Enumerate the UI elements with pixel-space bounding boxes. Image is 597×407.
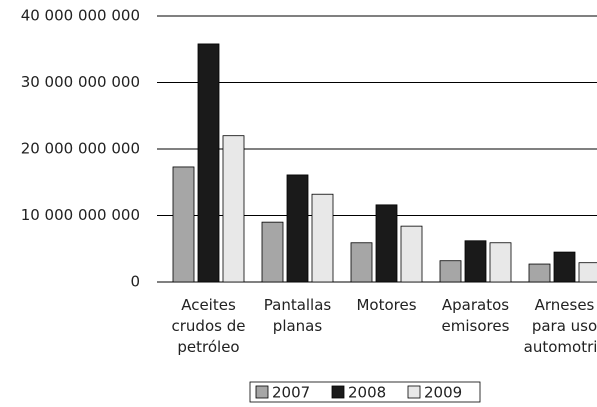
x-tick-label: Pantallas planas — [264, 296, 332, 335]
bar — [553, 251, 576, 283]
x-tick-label: Motores — [356, 296, 416, 314]
bar — [311, 193, 334, 283]
legend-label: 2008 — [348, 384, 386, 402]
bar — [439, 260, 462, 283]
y-tick-label: 0 — [130, 273, 140, 291]
bar — [261, 221, 284, 283]
bar — [350, 242, 373, 283]
x-tick-label: Aceites crudos de petróleo — [172, 296, 246, 356]
bar — [222, 135, 245, 283]
x-tick-label: Aparatos emisores — [442, 296, 510, 335]
bar — [400, 225, 423, 283]
bar — [286, 174, 309, 283]
bar — [489, 242, 512, 283]
bar — [528, 263, 551, 283]
legend-swatch — [255, 385, 269, 399]
bar — [197, 43, 220, 283]
bar — [375, 204, 398, 283]
legend-swatch — [331, 385, 345, 399]
y-tick-label: 40 000 000 000 — [21, 7, 140, 25]
y-tick-label: 20 000 000 000 — [21, 140, 140, 158]
legend-label: 2007 — [272, 384, 310, 402]
bar — [172, 166, 195, 283]
y-tick-label: 10 000 000 000 — [21, 206, 140, 224]
legend-label: 2009 — [424, 384, 462, 402]
legend-swatch — [407, 385, 421, 399]
bar — [578, 262, 597, 283]
bar — [464, 240, 487, 283]
legend-box — [249, 381, 481, 403]
y-tick-label: 30 000 000 000 — [21, 73, 140, 91]
